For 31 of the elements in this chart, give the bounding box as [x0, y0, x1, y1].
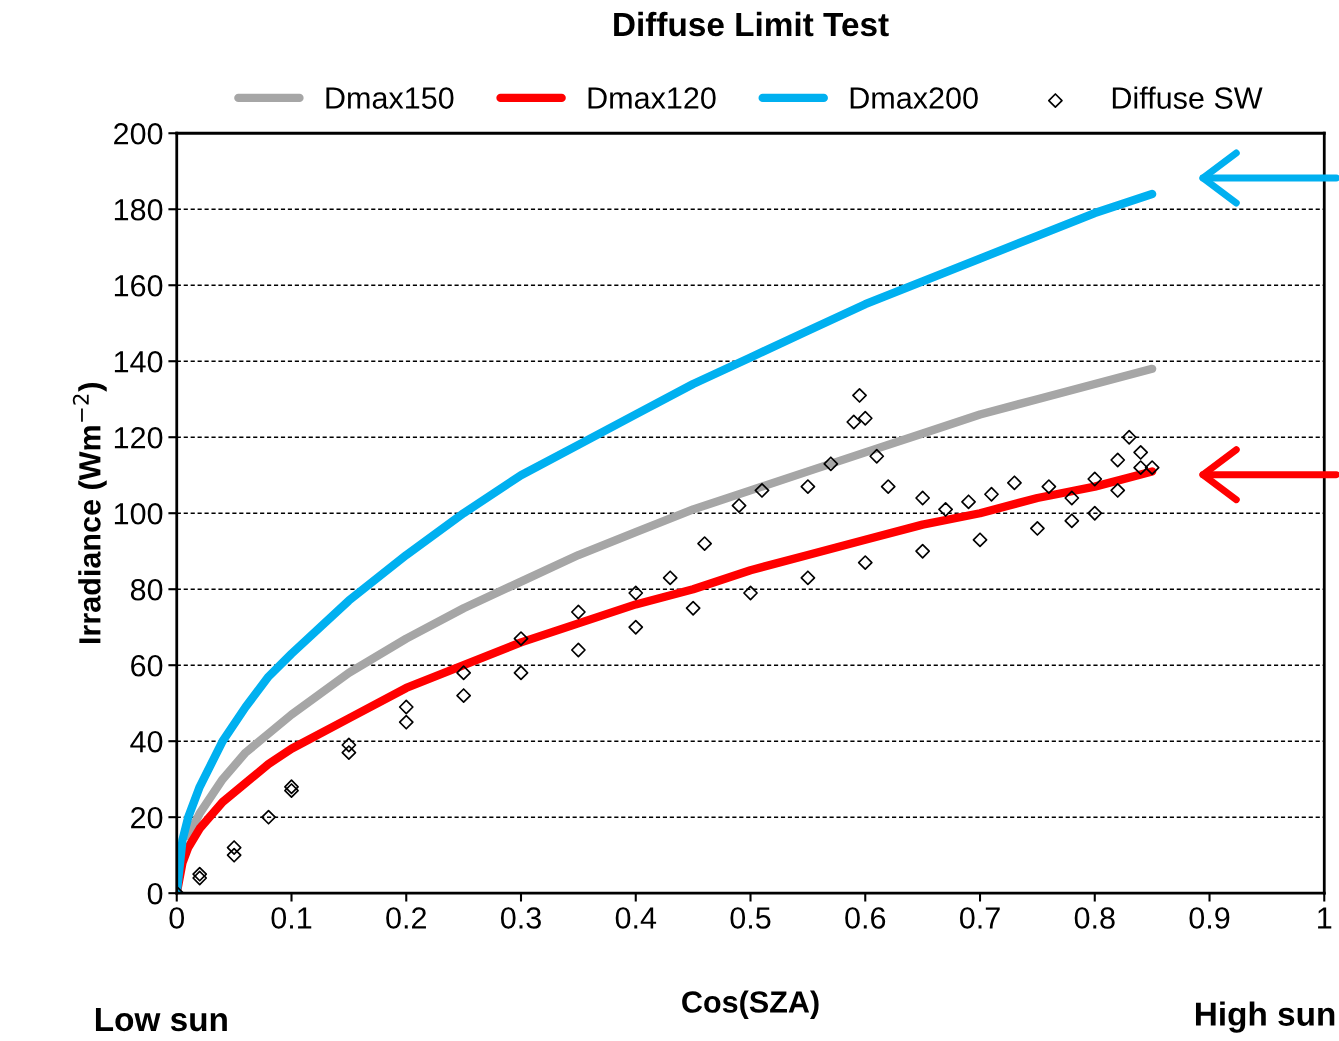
y-tick-label: 40 — [130, 730, 163, 753]
x-tick-label: 0.8 — [1074, 907, 1115, 929]
legend-label: Dmax200 — [850, 87, 978, 109]
y-tick-label: 80 — [130, 578, 163, 601]
x-axis-title: Cos(SZA) — [682, 990, 819, 1019]
x-tick-label: 0 — [169, 907, 185, 929]
x-tick-label: 0.6 — [845, 907, 886, 929]
x-tick-label: 0.5 — [730, 907, 771, 929]
y-tick-label: 100 — [114, 502, 163, 525]
x-tick-label: 0.7 — [959, 907, 1000, 929]
chart-title: Diffuse Limit Test — [614, 11, 889, 37]
x-tick-label: 0.9 — [1189, 907, 1230, 929]
x-tick-label: 0.2 — [386, 907, 426, 929]
y-tick-label: 0 — [147, 882, 163, 905]
x-tick-label: 0.3 — [500, 907, 541, 929]
x-tick-label: 0.4 — [615, 907, 657, 929]
x-tick-label: 1 — [1318, 907, 1332, 929]
y-tick-label: 160 — [114, 274, 163, 297]
y-tick-label: 20 — [131, 806, 163, 829]
y-tick-label: 200 — [114, 122, 163, 145]
text: High sun — [1195, 1001, 1335, 1033]
legend-label: Dmax120 — [588, 87, 716, 109]
y-axis-title: Irradiance (Wm$^{−2}$) — [72, 383, 107, 644]
y-tick-label: 140 — [114, 350, 163, 373]
text: Low sun — [95, 1008, 227, 1032]
legend-label: Dmax150 — [326, 87, 454, 109]
x-tick-label: 0.1 — [271, 907, 312, 929]
y-tick-label: 180 — [114, 198, 163, 221]
legend-label: Diffuse SW — [1112, 86, 1263, 109]
y-tick-label: 120 — [114, 426, 163, 449]
y-tick-label: 60 — [131, 654, 163, 677]
